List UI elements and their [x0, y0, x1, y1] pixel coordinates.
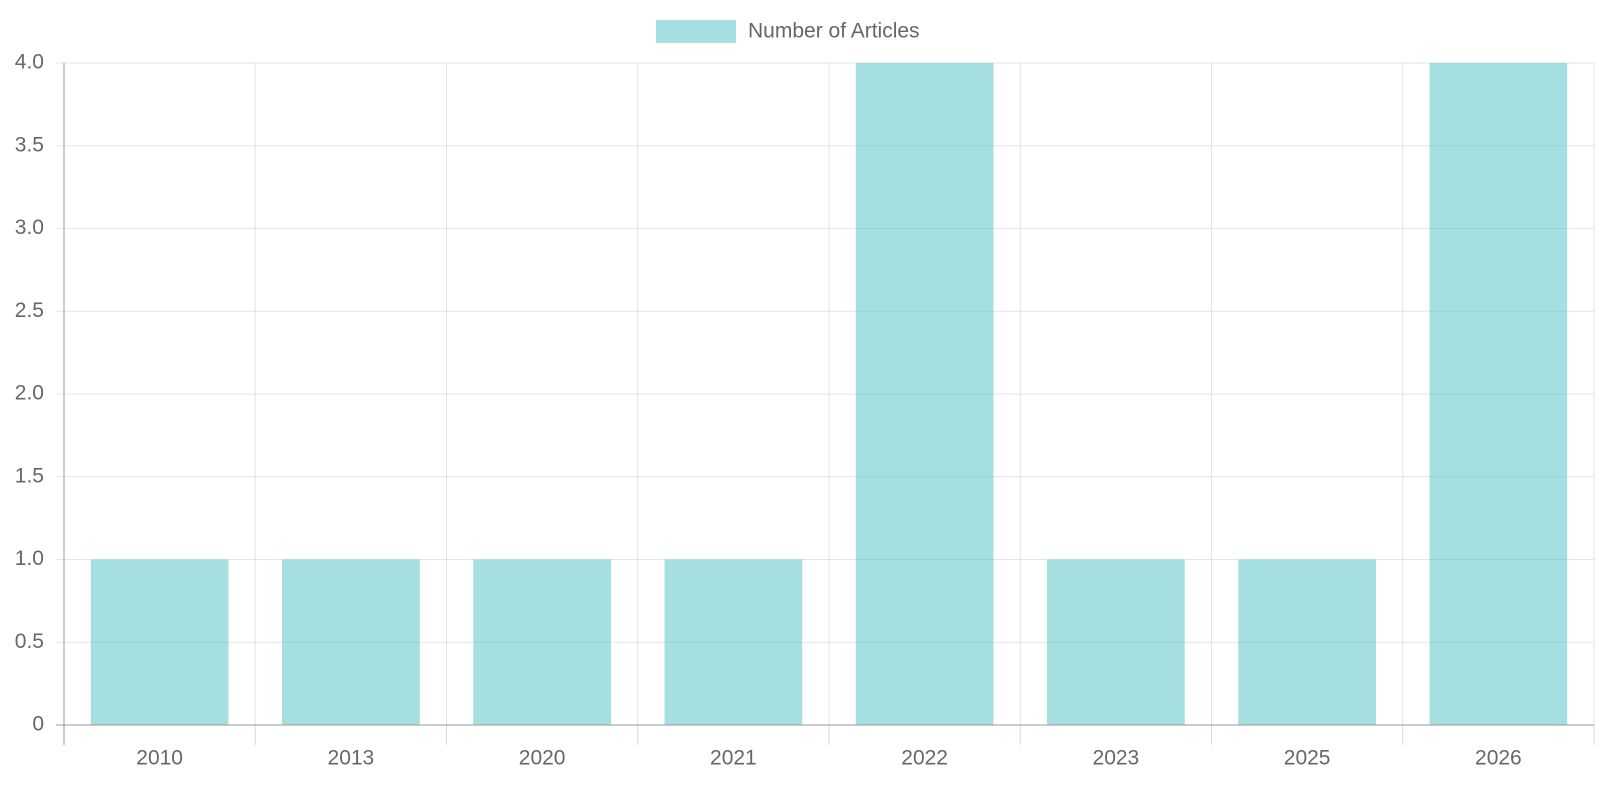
- bar: [1238, 559, 1376, 725]
- x-tick-label: 2025: [1284, 747, 1331, 770]
- y-tick-label: 2.5: [15, 299, 44, 322]
- bar: [1047, 559, 1185, 725]
- x-tick-label: 2013: [328, 747, 375, 770]
- bar: [664, 559, 803, 725]
- x-tick-label: 2021: [710, 747, 757, 770]
- legend-swatch[interactable]: [656, 20, 736, 43]
- x-tick-label: 2010: [136, 747, 183, 770]
- bar: [855, 63, 994, 725]
- y-tick-label: 0: [32, 713, 44, 736]
- y-tick-label: 3.5: [15, 133, 44, 156]
- y-tick-label: 2.0: [15, 382, 44, 405]
- x-tick-label: 2020: [519, 747, 566, 770]
- y-tick-label: 0.5: [15, 630, 44, 653]
- bar: [1429, 63, 1568, 725]
- y-tick-label: 3.0: [15, 216, 44, 239]
- x-tick-label: 2022: [901, 747, 948, 770]
- x-tick-label: 2026: [1475, 747, 1522, 770]
- y-tick-label: 1.0: [15, 547, 44, 570]
- y-tick-label: 1.5: [15, 464, 44, 487]
- bar: [282, 559, 420, 725]
- y-tick-label: 4.0: [15, 51, 44, 74]
- bar: [90, 559, 229, 725]
- legend-label: Number of Articles: [748, 20, 920, 43]
- x-tick-label: 2023: [1093, 747, 1140, 770]
- bar: [473, 559, 611, 725]
